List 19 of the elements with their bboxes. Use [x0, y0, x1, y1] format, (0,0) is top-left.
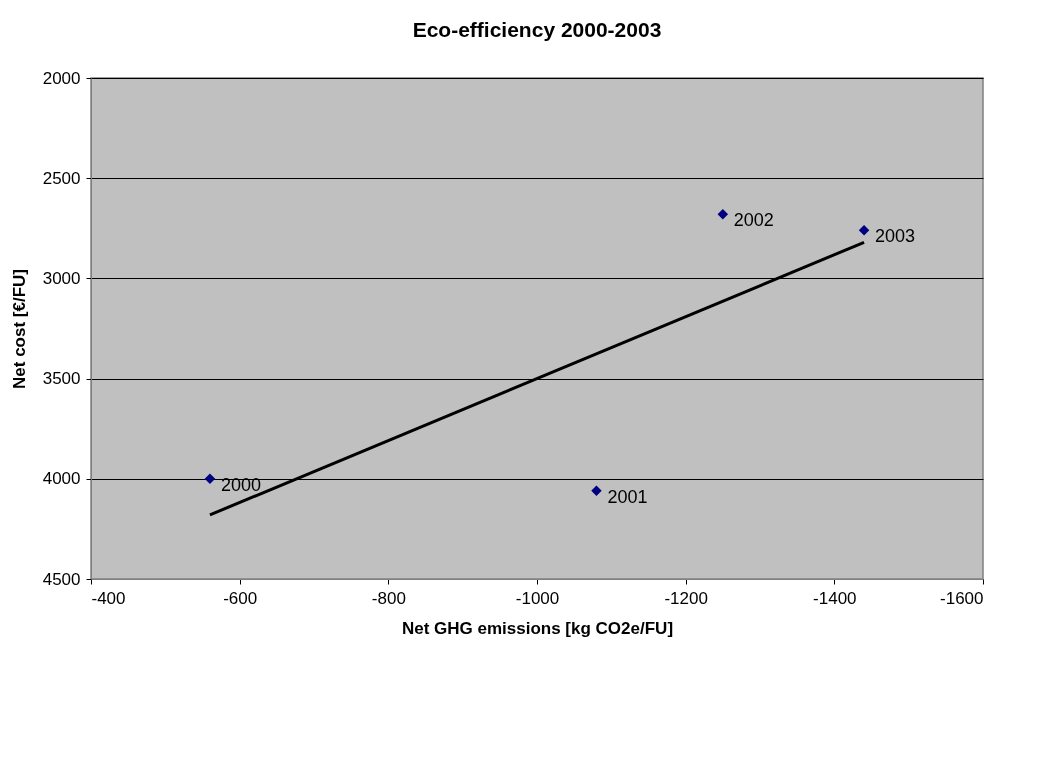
- x-axis-title: Net GHG emissions [kg CO2e/FU]: [401, 618, 674, 638]
- y-tick-label: 2500: [42, 168, 81, 188]
- x-tick-label: -1000: [515, 588, 560, 608]
- x-tick-label: -1400: [813, 588, 857, 608]
- y-tick-label: 4500: [42, 569, 81, 589]
- x-tick-label: -600: [223, 588, 258, 608]
- annotation: 2003: [875, 226, 916, 247]
- y-axis-title: Net cost [€/FU]: [9, 269, 29, 389]
- x-tick-label: -400: [91, 588, 126, 608]
- annotation: 2002: [733, 210, 774, 231]
- annotation: 2001: [607, 486, 648, 507]
- chart-title: Eco-efficiency 2000-2003: [412, 18, 662, 41]
- y-tick-label: 4000: [42, 469, 81, 489]
- y-tick-label: 3500: [42, 369, 81, 389]
- x-tick-label: -1200: [664, 588, 708, 608]
- x-tick-label: -800: [371, 588, 406, 608]
- y-tick-label: 2000: [42, 68, 81, 88]
- x-tick-label: -1600: [940, 588, 984, 608]
- y-tick-label: 3000: [42, 268, 81, 288]
